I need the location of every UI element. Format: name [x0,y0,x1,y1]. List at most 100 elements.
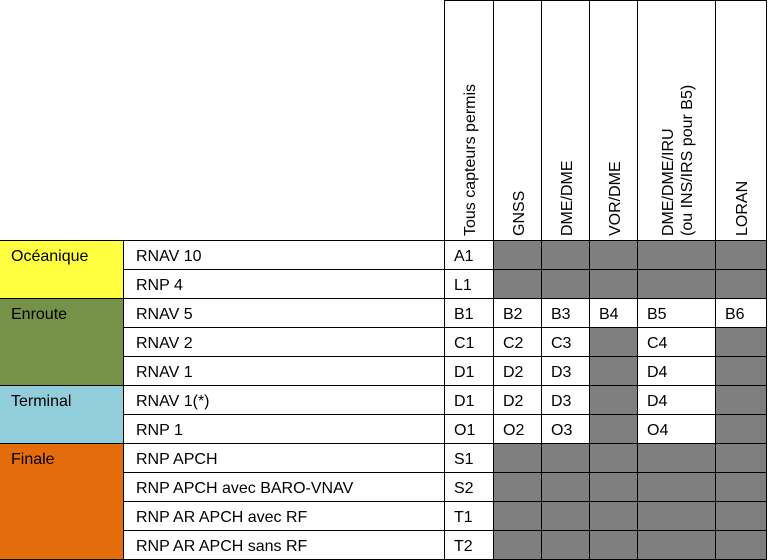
not-applicable-cell [638,444,716,473]
not-applicable-cell [716,328,767,357]
sensor-code-cell: T1 [445,502,494,531]
phase-cell: Enroute [0,299,124,386]
navigation-spec-label: RNP AR APCH sans RF [136,538,308,555]
navigation-spec-label: RNP 4 [136,277,183,294]
sensor-code: D1 [454,393,475,410]
navigation-spec-label: RNAV 1(*) [136,393,210,410]
sensor-code: B4 [599,306,619,323]
sensor-code-cell: D1 [445,357,494,386]
sensor-header-label: DME/DME/IRU (ou INS/IRS pour B5) [659,85,697,236]
sensor-code-cell: O3 [542,415,590,444]
sensor-header: LORAN [716,0,767,241]
not-applicable-cell [590,270,638,299]
sensor-code: O3 [551,422,573,439]
not-applicable-cell [716,473,767,502]
sensor-code: O4 [647,422,669,439]
not-applicable-cell [716,386,767,415]
sensor-code-cell: T2 [445,531,494,560]
sensor-code-cell: D3 [542,357,590,386]
table-row: RNAV 5 [124,299,445,328]
sensor-code: C4 [647,335,668,352]
sensor-code: C2 [503,335,524,352]
sensor-code-cell: L1 [445,270,494,299]
sensor-code: D3 [551,393,572,410]
navigation-spec-label: RNP APCH avec BARO-VNAV [136,480,354,497]
not-applicable-cell [638,531,716,560]
sensor-code-cell: O2 [494,415,542,444]
sensor-code: T1 [454,509,473,526]
sensor-code-cell: D3 [542,386,590,415]
sensor-code-cell: S2 [445,473,494,502]
navigation-spec-label: RNP 1 [136,422,183,439]
sensor-code-cell: D4 [638,386,716,415]
not-applicable-cell [716,415,767,444]
phase-label: Enroute [11,306,68,323]
table-row: RNAV 2 [124,328,445,357]
not-applicable-cell [494,531,542,560]
sensor-header: GNSS [494,0,542,241]
phase-cell: Terminal [0,386,124,444]
navigation-spec-label: RNP AR APCH avec RF [136,509,308,526]
sensor-header-label: LORAN [733,181,752,236]
not-applicable-cell [716,357,767,386]
sensor-code: D3 [551,364,572,381]
sensor-code: B3 [551,306,571,323]
not-applicable-cell [590,502,638,531]
not-applicable-cell [494,473,542,502]
navigation-spec-label: RNAV 5 [136,306,193,323]
sensor-code-cell: B4 [590,299,638,328]
header-top-border [444,0,767,1]
sensor-code-cell: S1 [445,444,494,473]
sensor-header: DME/DME [542,0,590,241]
sensor-code: A1 [454,248,474,265]
sensor-code-cell: B5 [638,299,716,328]
phase-cell: Finale [0,444,124,560]
sensor-code: D4 [647,393,668,410]
phase-label: Terminal [11,393,72,410]
not-applicable-cell [590,328,638,357]
not-applicable-cell [590,473,638,502]
not-applicable-cell [638,241,716,270]
not-applicable-cell [542,444,590,473]
table-row: RNAV 1(*) [124,386,445,415]
not-applicable-cell [716,444,767,473]
sensor-header-line: LORAN [734,180,751,236]
sensor-code: S1 [454,451,474,468]
not-applicable-cell [542,531,590,560]
table-row: RNAV 10 [124,241,445,270]
not-applicable-cell [638,270,716,299]
sensor-code: B5 [647,306,667,323]
table-row: RNP 1 [124,415,445,444]
table-row: RNP AR APCH sans RF [124,531,445,560]
not-applicable-cell [494,270,542,299]
sensor-code-cell: D4 [638,357,716,386]
not-applicable-cell [590,444,638,473]
sensor-code-cell: C4 [638,328,716,357]
not-applicable-cell [716,270,767,299]
phase-cell: Océanique [0,241,124,299]
sensor-header-label: GNSS [510,191,529,236]
not-applicable-cell [590,386,638,415]
sensor-code: B1 [454,306,474,323]
phase-label: Océanique [11,248,89,265]
sensor-code-cell: D2 [494,357,542,386]
sensor-header-line: DME/DME [558,160,576,236]
not-applicable-cell [716,502,767,531]
sensor-code-cell: B2 [494,299,542,328]
navigation-spec-label: RNAV 10 [136,248,202,265]
not-applicable-cell [590,531,638,560]
table-row: RNP APCH [124,444,445,473]
sensor-header-line: Tous capteurs permis [462,83,479,236]
navigation-spec-label: RNAV 1 [136,364,193,381]
sensor-code: D2 [503,393,524,410]
sensor-code-cell: C1 [445,328,494,357]
sensor-code: L1 [454,277,472,294]
sensor-code-cell: B6 [716,299,767,328]
not-applicable-cell [638,502,716,531]
not-applicable-cell [494,241,542,270]
navigation-spec-label: RNP APCH [136,451,218,468]
not-applicable-cell [542,502,590,531]
not-applicable-cell [542,241,590,270]
not-applicable-cell [638,473,716,502]
sensor-code: O1 [454,422,476,439]
